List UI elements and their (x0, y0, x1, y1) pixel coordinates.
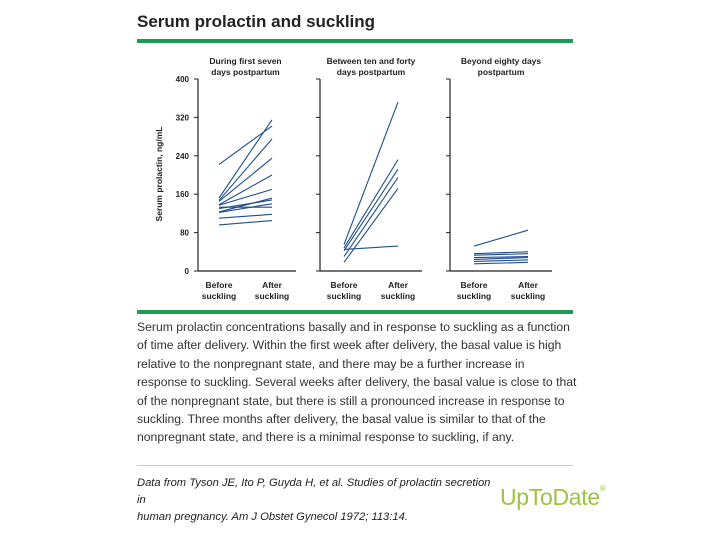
subject-line (218, 220, 273, 226)
y-tick-label: 320 (176, 113, 190, 122)
registered-mark: ® (599, 484, 606, 493)
x-category-label: Before (461, 280, 488, 290)
x-category-label: After (262, 280, 283, 290)
subject-line (473, 257, 529, 261)
x-category-label: suckling (255, 291, 289, 301)
title-divider (137, 39, 573, 43)
subject-line (218, 203, 273, 213)
panel-3: Beyond eighty dayspostpartumBeforesuckli… (446, 56, 552, 301)
x-category-label: suckling (202, 291, 236, 301)
source-line-1: Data from Tyson JE, Ito P, Guyda H, et a… (137, 477, 491, 506)
subject-line (218, 119, 273, 199)
y-tick-label: 400 (176, 75, 190, 84)
x-category-label: After (518, 280, 539, 290)
uptodate-logo: UpToDate® (500, 484, 606, 511)
x-category-label: suckling (381, 291, 415, 301)
panel-title-line: Beyond eighty days (461, 56, 542, 66)
x-category-label: suckling (511, 291, 545, 301)
panel-title-line: Between ten and forty (327, 56, 416, 66)
chart-divider (137, 310, 573, 314)
y-tick-label: 240 (176, 152, 190, 161)
subject-line (473, 251, 529, 255)
y-tick-label: 80 (180, 229, 189, 238)
subject-line (343, 159, 399, 249)
subject-line (218, 197, 273, 213)
subject-line (343, 245, 399, 250)
subject-line (218, 213, 273, 219)
panel-title-line: days postpartum (211, 67, 280, 77)
subject-line (218, 157, 273, 202)
subject-line (473, 261, 529, 265)
x-category-label: suckling (327, 291, 361, 301)
y-axis-label: Serum prolactin, ng/mL (154, 127, 164, 222)
subject-line (473, 256, 529, 259)
panel-title-line: days postpartum (337, 67, 406, 77)
subject-line (218, 188, 273, 206)
source-line-2: human pregnancy. Am J Obstet Gynecol 197… (137, 511, 408, 523)
subject-line (343, 101, 399, 245)
subject-line (473, 229, 529, 247)
panel-title-line: postpartum (478, 67, 525, 77)
x-category-label: Before (331, 280, 358, 290)
subject-line (218, 138, 273, 201)
panel-title-line: During first seven (209, 56, 281, 66)
figure-caption: Serum prolactin concentrations basally a… (137, 320, 577, 445)
source-divider (137, 465, 573, 466)
subject-line (473, 253, 529, 256)
y-tick-label: 0 (185, 267, 190, 276)
subject-line (343, 177, 399, 257)
x-category-label: Before (206, 280, 233, 290)
logo-text: UpToDate (500, 484, 600, 510)
y-tick-label: 160 (176, 190, 190, 199)
x-category-label: suckling (457, 291, 491, 301)
subject-line (218, 174, 273, 206)
x-category-label: After (388, 280, 409, 290)
source-citation: Data from Tyson JE, Ito P, Guyda H, et a… (137, 475, 497, 526)
subject-line (343, 188, 399, 263)
subject-line (473, 259, 529, 262)
figure-title: Serum prolactin and suckling (137, 12, 376, 31)
subject-line (343, 168, 399, 252)
